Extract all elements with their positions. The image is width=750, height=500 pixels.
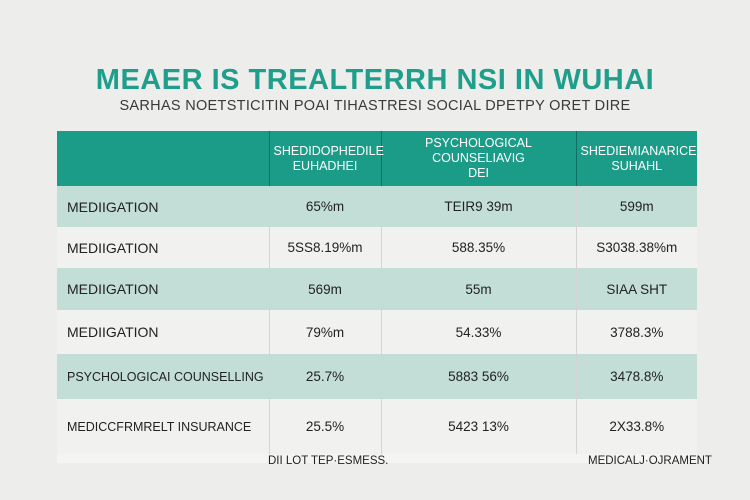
table-cell: 79%m bbox=[268, 310, 381, 354]
table-cell: 569m bbox=[268, 268, 381, 310]
column-header-line: SUHAHL bbox=[611, 158, 663, 173]
table-cell: 55m bbox=[380, 268, 576, 310]
table-cell: 5883 56% bbox=[380, 354, 576, 399]
row-label: MEDICCFRMRELT INSURANCE bbox=[57, 399, 269, 454]
table-cell: 54.33% bbox=[380, 310, 576, 354]
data-table: SHEDIDOPHEDILE EUHADHEI PSYCHOLOGICAL CO… bbox=[57, 131, 697, 454]
table-cell: 3478.8% bbox=[575, 354, 697, 399]
table-cell: 65%m bbox=[268, 186, 381, 227]
table-row: MEDIIGATION 79%m 54.33% 3788.3% bbox=[57, 310, 697, 354]
table-cell: 588.35% bbox=[380, 227, 576, 268]
column-header: SHEDIEMIANARICE SUHAHL bbox=[575, 131, 697, 186]
table-cell: S3038.38%m bbox=[575, 227, 697, 268]
table-cell: 5423 13% bbox=[380, 399, 576, 454]
table-cell: 2X33.8% bbox=[575, 399, 697, 454]
row-label: PSYCHOLOGICAI COUNSELLING bbox=[57, 354, 269, 399]
footer-note-left: DII LOT TEP·ESMESS. bbox=[268, 455, 389, 467]
column-header-line: SHEDIDOPHEDILE bbox=[273, 143, 384, 158]
table-row: MEDIIGATION 65%m TEIR9 39m 599m bbox=[57, 186, 697, 227]
table-cell: 5SS8.19%m bbox=[268, 227, 381, 268]
column-header: PSYCHOLOGICAL COUNSELIAVIG DEI bbox=[380, 131, 576, 186]
table-row: MEDIIGATION 569m 55m SIAA SHT bbox=[57, 268, 697, 310]
table-cell: 25.5% bbox=[268, 399, 381, 454]
column-header bbox=[57, 131, 269, 186]
table-cell: 3788.3% bbox=[575, 310, 697, 354]
table-row: PSYCHOLOGICAI COUNSELLING 25.7% 5883 56%… bbox=[57, 354, 697, 399]
table-cell: TEIR9 39m bbox=[380, 186, 576, 227]
column-header: SHEDIDOPHEDILE EUHADHEI bbox=[268, 131, 384, 186]
row-label: MEDIIGATION bbox=[57, 227, 269, 268]
column-header-line: PSYCHOLOGICAL COUNSELIAVIG bbox=[425, 136, 532, 165]
table-cell: SIAA SHT bbox=[575, 268, 697, 310]
footer-note-right: MEDICALJ·OJRAMENT bbox=[588, 455, 712, 467]
table-header-row: SHEDIDOPHEDILE EUHADHEI PSYCHOLOGICAL CO… bbox=[57, 131, 697, 186]
data-table-container: SHEDIDOPHEDILE EUHADHEI PSYCHOLOGICAL CO… bbox=[57, 131, 697, 463]
column-header-line: SHEDIEMIANARICE bbox=[580, 143, 697, 158]
row-label: MEDIIGATION bbox=[57, 268, 269, 310]
chart-subtitle: SARHAS NOETSTICITIN POAI TIHASTRESI SOCI… bbox=[119, 98, 631, 114]
row-label: MEDIIGATION bbox=[57, 186, 269, 227]
table-row: MEDIIGATION 5SS8.19%m 588.35% S3038.38%m bbox=[57, 227, 697, 268]
row-label: MEDIIGATION bbox=[57, 310, 269, 354]
column-header-line: EUHADHEI bbox=[292, 158, 358, 173]
table-cell: 25.7% bbox=[268, 354, 381, 399]
column-header-line: DEI bbox=[468, 166, 489, 180]
table-cell: 599m bbox=[575, 186, 697, 227]
chart-title: MEAER IS TREALTERRH NSI IN WUHAI bbox=[95, 64, 655, 96]
table-row: MEDICCFRMRELT INSURANCE 25.5% 5423 13% 2… bbox=[57, 399, 697, 454]
